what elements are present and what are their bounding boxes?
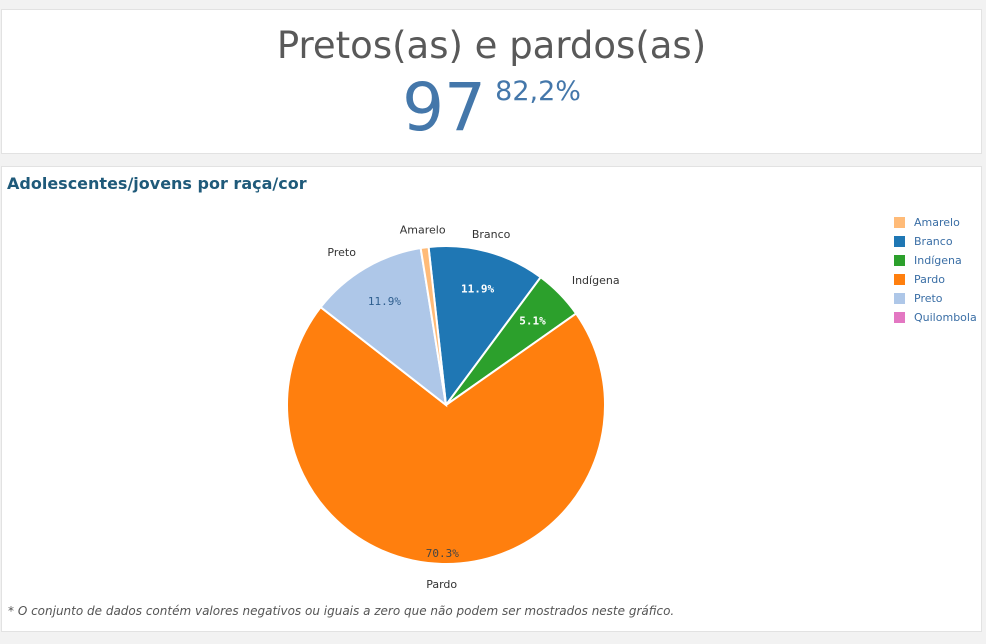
pie-slice-branco[interactable] — [427, 245, 543, 408]
legend-label: Preto — [914, 292, 943, 305]
pie-category-label-preto: Preto — [327, 246, 356, 259]
legend-item-amarelo[interactable]: Amarelo — [894, 213, 977, 232]
chart-title: Adolescentes/jovens por raça/cor — [7, 174, 307, 193]
legend-item-preto[interactable]: Preto — [894, 289, 977, 308]
pie-slice-preto[interactable] — [319, 246, 448, 408]
pie-value-label-indígena: 5.1% — [519, 315, 546, 328]
kpi-percent-value: 82,2% — [495, 76, 581, 107]
chart-legend[interactable]: Amarelo Branco Indígena Pardo Preto Quilombol… — [894, 213, 977, 327]
pie-chart[interactable]: 11.9% Branco 5.1% Indígena 70.3% Pardo 11.9% Pr… — [2, 167, 983, 633]
pie-value-label-branco: 11.9% — [461, 282, 494, 295]
legend-swatch — [894, 236, 905, 247]
chart-footnote: * O conjunto de dados contém valores neg… — [8, 604, 675, 618]
legend-label: Branco — [914, 235, 953, 248]
kpi-card: Pretos(as) e pardos(as) 97 82,2% — [1, 9, 982, 154]
chart-card: Adolescentes/jovens por raça/cor 11.9% Br… — [1, 166, 982, 632]
bottom-strip — [0, 636, 986, 644]
legend-item-pardo[interactable]: Pardo — [894, 270, 977, 289]
legend-swatch — [894, 293, 905, 304]
pie-slice-amarelo[interactable] — [419, 245, 447, 406]
pie-category-label-amarelo: Amarelo — [400, 224, 446, 237]
kpi-main-value: 97 — [402, 69, 487, 146]
pie-category-label-pardo: Pardo — [426, 578, 457, 591]
legend-swatch — [894, 312, 905, 323]
legend-label: Indígena — [914, 254, 962, 267]
legend-item-quilombola[interactable]: Quilombola — [894, 308, 977, 327]
legend-swatch — [894, 217, 905, 228]
legend-label: Amarelo — [914, 216, 960, 229]
pie-category-label-indígena: Indígena — [572, 274, 620, 287]
legend-item-branco[interactable]: Branco — [894, 232, 977, 251]
pie-slice-pardo[interactable] — [286, 305, 606, 565]
pie-category-label-branco: Branco — [472, 228, 511, 241]
legend-swatch — [894, 255, 905, 266]
kpi-title: Pretos(as) e pardos(as) — [276, 24, 707, 67]
kpi-values: 97 82,2% — [2, 72, 981, 144]
legend-label: Quilombola — [914, 311, 977, 324]
legend-item-indígena[interactable]: Indígena — [894, 251, 977, 270]
legend-label: Pardo — [914, 273, 945, 286]
pie-value-label-pardo: 70.3% — [426, 547, 459, 560]
pie-value-label-preto: 11.9% — [368, 295, 401, 308]
legend-swatch — [894, 274, 905, 285]
